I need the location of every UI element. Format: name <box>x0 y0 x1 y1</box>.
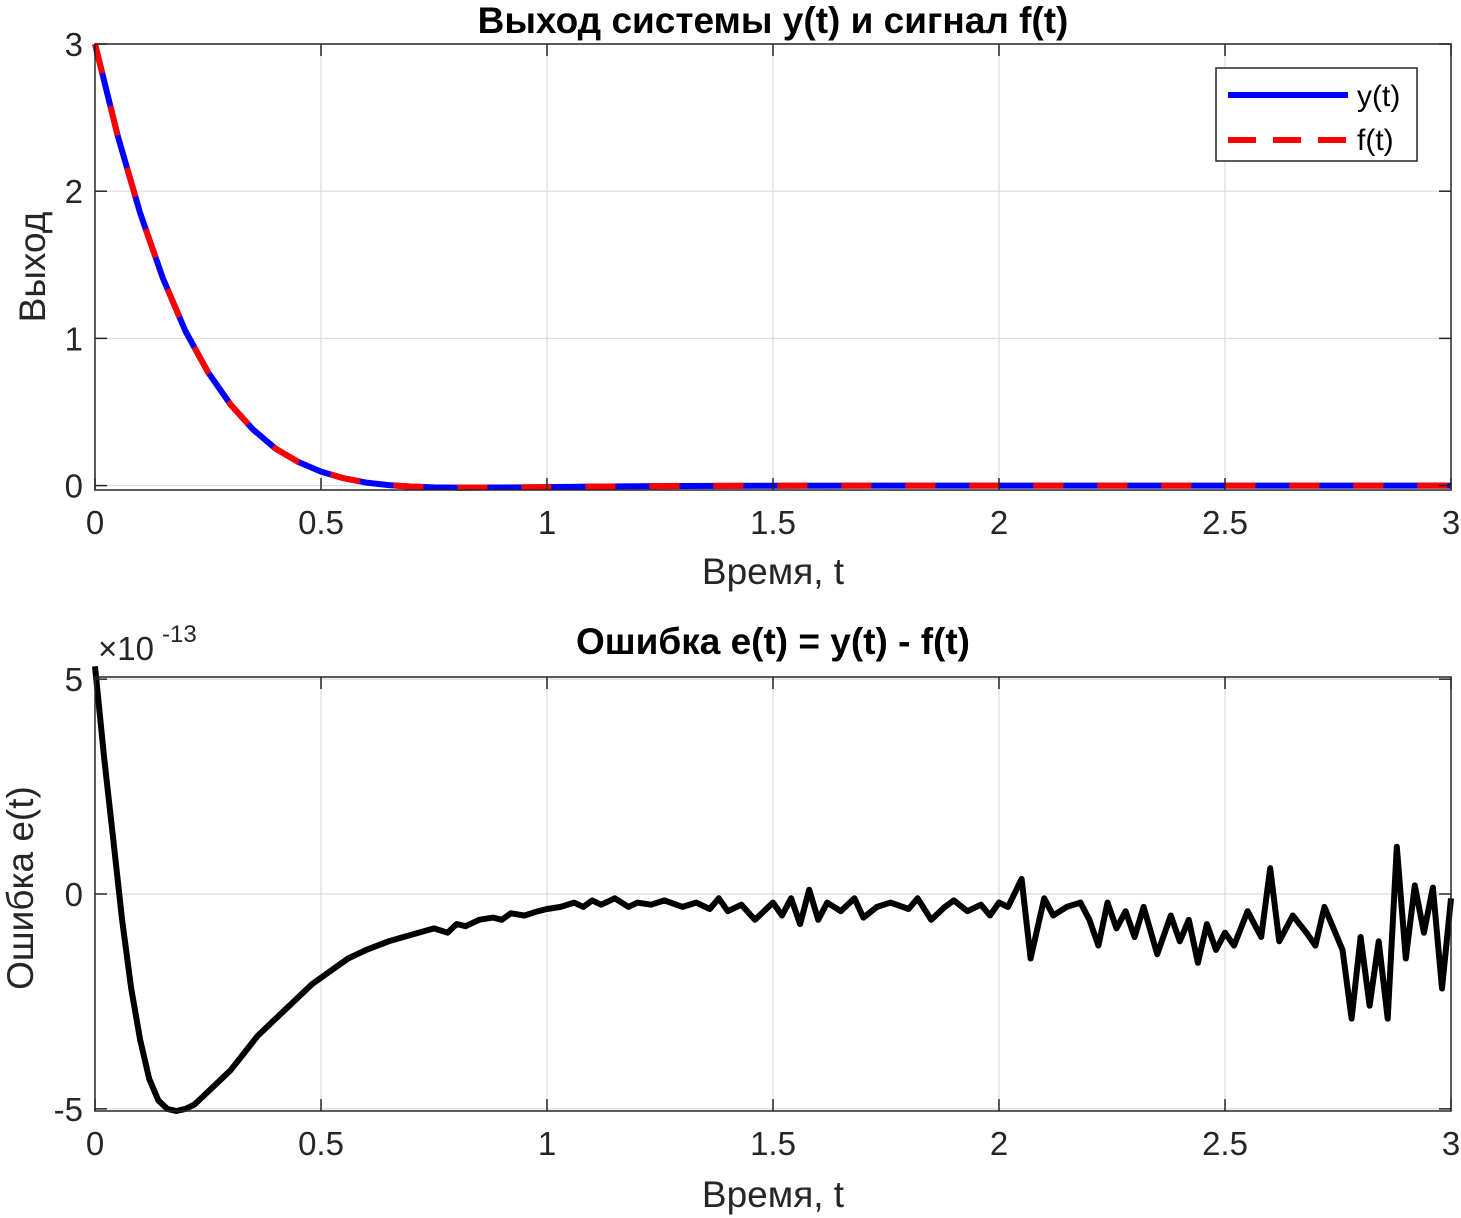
output-x-tick-label: 0.5 <box>298 504 344 541</box>
error-plot-y-label: Ошибка e(t) <box>0 786 41 990</box>
output-x-tick-label: 3 <box>1442 504 1460 541</box>
output-y-tick-label: 1 <box>65 320 83 357</box>
output-plot-y-label: Выход <box>12 212 53 323</box>
error-plot-title: Ошибка e(t) = y(t) - f(t) <box>576 621 970 662</box>
output-x-tick-label: 0 <box>86 504 104 541</box>
error-plot-x-label: Время, t <box>702 1174 845 1215</box>
error-x-tick-label: 2 <box>990 1125 1008 1162</box>
error-series-0-line <box>92 666 1454 1114</box>
output-plot: 0 0.5 1 1.5 2 2.5 3 0 1 2 3 Выход системы y(t) и с… <box>12 0 1460 592</box>
output-y-tick-label: 2 <box>65 173 83 210</box>
error-x-tick-label: 1 <box>538 1125 556 1162</box>
output-x-tick-label: 2.5 <box>1202 504 1248 541</box>
error-y-tick-label: 5 <box>65 661 83 698</box>
output-y-tick-label: 3 <box>65 26 83 63</box>
output-plot-legend: y(t) f(t) <box>1215 67 1418 162</box>
error-y-tick-label: -5 <box>54 1091 83 1128</box>
error-plot: 0 0.5 1 1.5 2 2.5 3-505 Ошибка e(t) = y(t) - f… <box>0 621 1460 1215</box>
output-x-tick-label: 2 <box>990 504 1008 541</box>
error-plot-exponent-base: ×10 <box>98 630 154 667</box>
error-x-tick-label: 2.5 <box>1202 1125 1248 1162</box>
error-plot-exponent-power: -13 <box>162 621 197 648</box>
output-plot-title: Выход системы y(t) и сигнал f(t) <box>478 0 1069 41</box>
output-x-tick-label: 1.5 <box>750 504 796 541</box>
error-y-tick-label: 0 <box>65 876 83 913</box>
legend-label-y: y(t) <box>1357 80 1400 113</box>
output-plot-x-label: Время, t <box>702 551 845 592</box>
error-x-tick-label: 0.5 <box>298 1125 344 1162</box>
error-plot-series <box>92 666 1454 1114</box>
error-plot-ticks: 0 0.5 1 1.5 2 2.5 3-505 <box>54 661 1461 1162</box>
output-plot-series <box>92 43 1451 491</box>
error-x-tick-label: 3 <box>1442 1125 1460 1162</box>
output-y-tick-label: 0 <box>65 468 83 505</box>
legend-label-f: f(t) <box>1357 124 1394 157</box>
legend-box <box>1215 67 1418 162</box>
error-x-tick-label: 1.5 <box>750 1125 796 1162</box>
output-series-1-line <box>92 43 1451 491</box>
error-x-tick-label: 0 <box>86 1125 104 1162</box>
output-x-tick-label: 1 <box>538 504 556 541</box>
output-plot-ticks: 0 0.5 1 1.5 2 2.5 3 0 1 2 3 <box>65 26 1461 541</box>
